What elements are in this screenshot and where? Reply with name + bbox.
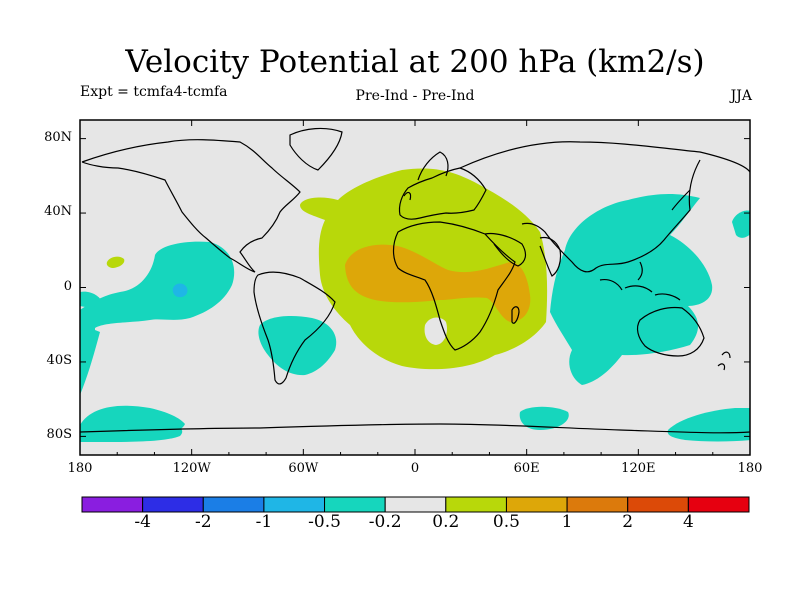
colorbar-swatch	[505, 496, 568, 513]
contour-fills	[80, 168, 750, 455]
colorbar-swatch	[263, 496, 326, 513]
colorbar-label: 1	[561, 512, 573, 532]
colorbar-swatch	[445, 496, 507, 513]
coast-australia	[636, 306, 705, 357]
colorbar-label: -4	[134, 512, 151, 532]
colorbar-swatch	[687, 496, 750, 513]
colorbar-label: 0.2	[432, 512, 460, 532]
coast-new-zealand	[717, 351, 731, 371]
coast-south-america	[253, 271, 336, 385]
contour-fill-negative-maritime	[550, 194, 713, 385]
x-tick-label: 0	[410, 461, 420, 476]
x-tick-label: 120W	[172, 461, 211, 476]
coast-india	[539, 236, 562, 277]
colorbar-swatch	[566, 496, 629, 513]
colorbar-label: 4	[682, 512, 694, 532]
coast-antarctica	[80, 423, 750, 434]
contour-fill-negative-pacific-small	[732, 210, 750, 238]
colorbar-swatch	[384, 496, 447, 513]
colorbar-swatch	[202, 496, 265, 513]
coast-indonesia	[599, 261, 681, 301]
colorbar-label: 0.5	[492, 512, 520, 532]
x-tick-label: 120E	[621, 461, 656, 476]
coast-madagascar	[511, 306, 520, 324]
contour-fill-positive-0.5	[345, 244, 531, 322]
y-tick-label: 80S	[46, 427, 72, 443]
coastlines	[80, 127, 750, 434]
contour-fill-negative-minimum	[172, 283, 188, 298]
contour-fill-negative-westpacific	[80, 291, 102, 308]
x-tick-label: 180	[67, 461, 93, 476]
colorbar-label: -0.2	[368, 512, 402, 532]
colorbar-label: -0.5	[308, 512, 341, 532]
axis-ticks	[79, 120, 751, 455]
coast-japan	[671, 189, 691, 211]
coast-asia	[459, 141, 750, 273]
contour-fill-negative-southern1	[519, 406, 569, 430]
colorbar-label: -1	[255, 512, 273, 532]
colorbar-label: -2	[194, 512, 212, 532]
coast-europe	[398, 167, 487, 220]
coast-scandinavia	[417, 151, 449, 181]
colorbar-swatch	[324, 496, 386, 513]
coast-arabia	[484, 232, 527, 267]
season-label: JJA	[730, 88, 752, 104]
coast-greenland	[289, 127, 343, 171]
coast-africa	[392, 221, 516, 351]
colorbar-swatch	[142, 496, 204, 513]
coast-uk	[403, 191, 412, 201]
x-tick-label: 60W	[288, 461, 319, 476]
colorbar-swatch	[627, 496, 689, 513]
contour-fill-positive-small	[106, 256, 125, 268]
y-tick-label: 40N	[44, 204, 72, 220]
x-tick-label: 180	[737, 461, 763, 476]
y-tick-label: 40S	[46, 352, 72, 368]
contour-fill-negative-satlantic	[258, 316, 337, 376]
contour-fill-negative-eastpacific	[80, 241, 235, 455]
comparison-label: Pre-Ind - Pre-Ind	[355, 88, 475, 104]
experiment-label: Expt = tcmfa4-tcmfa	[80, 84, 228, 100]
chart-title: Velocity Potential at 200 hPa (km2/s)	[125, 44, 705, 80]
coast-north-america	[81, 139, 301, 273]
x-tick-label: 60E	[513, 461, 540, 476]
y-tick-label: 80N	[44, 129, 72, 145]
y-tick-label: 0	[63, 278, 72, 294]
colorbar	[81, 496, 750, 513]
colorbar-label: 2	[622, 512, 634, 532]
colorbar-swatch	[81, 496, 144, 513]
